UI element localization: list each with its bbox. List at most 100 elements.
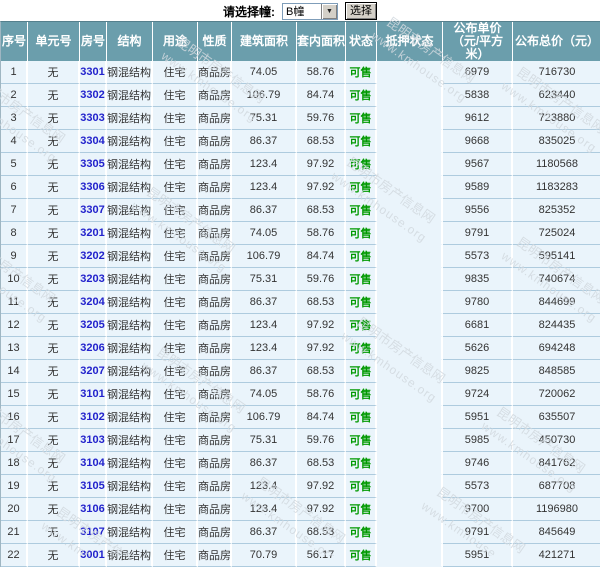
chevron-down-icon[interactable]: ▼ bbox=[321, 3, 337, 19]
total-price-cell: 687708 bbox=[513, 475, 600, 498]
select-building-button[interactable]: 选择 bbox=[345, 2, 377, 20]
room-link[interactable]: 3201 bbox=[80, 222, 107, 245]
structure-cell: 钢混结构 bbox=[107, 222, 153, 245]
header-status: 状态 bbox=[346, 22, 377, 61]
nature-cell: 商品房 bbox=[198, 222, 232, 245]
table-row: 18 无 3104 钢混结构 住宅 商品房 86.37 68.53 可售 9746 841762 bbox=[1, 452, 600, 475]
total-price-cell: 635507 bbox=[513, 406, 600, 429]
status-cell: 可售 bbox=[346, 406, 377, 429]
structure-cell: 钢混结构 bbox=[107, 84, 153, 107]
status-cell: 可售 bbox=[346, 107, 377, 130]
room-link[interactable]: 3103 bbox=[80, 429, 107, 452]
room-link[interactable]: 3106 bbox=[80, 498, 107, 521]
status-cell: 可售 bbox=[346, 61, 377, 84]
area-cell: 74.05 bbox=[232, 61, 297, 84]
table-body: 1 无 3301 钢混结构 住宅 商品房 74.05 58.76 可售 6979 716730 2 无 3… bbox=[1, 61, 600, 567]
inner-area-cell: 68.53 bbox=[297, 291, 346, 314]
room-link[interactable]: 3303 bbox=[80, 107, 107, 130]
structure-cell: 钢混结构 bbox=[107, 153, 153, 176]
unit-cell: 无 bbox=[28, 61, 80, 84]
status-cell: 可售 bbox=[346, 498, 377, 521]
table-row: 13 无 3206 钢混结构 住宅 商品房 123.4 97.92 可售 5626 694248 bbox=[1, 337, 600, 360]
room-link[interactable]: 3205 bbox=[80, 314, 107, 337]
total-price-cell: 725024 bbox=[513, 222, 600, 245]
table-row: 20 无 3106 钢混结构 住宅 商品房 123.4 97.92 可售 9700 1196980 bbox=[1, 498, 600, 521]
inner-area-cell: 84.74 bbox=[297, 406, 346, 429]
structure-cell: 钢混结构 bbox=[107, 61, 153, 84]
usage-cell: 住宅 bbox=[153, 268, 198, 291]
header-mortgage: 抵押状态 bbox=[377, 22, 443, 61]
mortgage-cell bbox=[377, 268, 443, 291]
room-link[interactable]: 3107 bbox=[80, 521, 107, 544]
mortgage-cell bbox=[377, 406, 443, 429]
room-link[interactable]: 3105 bbox=[80, 475, 107, 498]
building-select[interactable]: B幢 ▼ bbox=[282, 2, 338, 20]
nature-cell: 商品房 bbox=[198, 61, 232, 84]
unit-price-cell: 9589 bbox=[443, 176, 513, 199]
status-cell: 可售 bbox=[346, 291, 377, 314]
usage-cell: 住宅 bbox=[153, 291, 198, 314]
structure-cell: 钢混结构 bbox=[107, 176, 153, 199]
total-price-cell: 825352 bbox=[513, 199, 600, 222]
room-link[interactable]: 3202 bbox=[80, 245, 107, 268]
room-link[interactable]: 3101 bbox=[80, 383, 107, 406]
room-link[interactable]: 3302 bbox=[80, 84, 107, 107]
usage-cell: 住宅 bbox=[153, 245, 198, 268]
room-link[interactable]: 3206 bbox=[80, 337, 107, 360]
unit-price-cell: 9825 bbox=[443, 360, 513, 383]
header-seq: 序号 bbox=[1, 22, 28, 61]
room-link[interactable]: 3305 bbox=[80, 153, 107, 176]
status-cell: 可售 bbox=[346, 245, 377, 268]
nature-cell: 商品房 bbox=[198, 291, 232, 314]
header-room: 房号 bbox=[80, 22, 107, 61]
status-cell: 可售 bbox=[346, 429, 377, 452]
room-link[interactable]: 3304 bbox=[80, 130, 107, 153]
nature-cell: 商品房 bbox=[198, 360, 232, 383]
seq-cell: 18 bbox=[1, 452, 28, 475]
total-price-cell: 848585 bbox=[513, 360, 600, 383]
area-cell: 86.37 bbox=[232, 130, 297, 153]
inner-area-cell: 97.92 bbox=[297, 475, 346, 498]
seq-cell: 9 bbox=[1, 245, 28, 268]
inner-area-cell: 97.92 bbox=[297, 498, 346, 521]
status-cell: 可售 bbox=[346, 222, 377, 245]
table-row: 5 无 3305 钢混结构 住宅 商品房 123.4 97.92 可售 9567 1180568 bbox=[1, 153, 600, 176]
structure-cell: 钢混结构 bbox=[107, 107, 153, 130]
area-cell: 123.4 bbox=[232, 314, 297, 337]
structure-cell: 钢混结构 bbox=[107, 406, 153, 429]
seq-cell: 21 bbox=[1, 521, 28, 544]
unit-price-cell: 9835 bbox=[443, 268, 513, 291]
inner-area-cell: 58.76 bbox=[297, 61, 346, 84]
usage-cell: 住宅 bbox=[153, 360, 198, 383]
seq-cell: 10 bbox=[1, 268, 28, 291]
usage-cell: 住宅 bbox=[153, 61, 198, 84]
mortgage-cell bbox=[377, 153, 443, 176]
usage-cell: 住宅 bbox=[153, 84, 198, 107]
table-row: 16 无 3102 钢混结构 住宅 商品房 106.79 84.74 可售 5951 635507 bbox=[1, 406, 600, 429]
room-link[interactable]: 3102 bbox=[80, 406, 107, 429]
room-link[interactable]: 3306 bbox=[80, 176, 107, 199]
inner-area-cell: 68.53 bbox=[297, 130, 346, 153]
seq-cell: 8 bbox=[1, 222, 28, 245]
nature-cell: 商品房 bbox=[198, 314, 232, 337]
room-link[interactable]: 3203 bbox=[80, 268, 107, 291]
header-inner-area: 套内面积 bbox=[297, 22, 346, 61]
area-cell: 75.31 bbox=[232, 107, 297, 130]
mortgage-cell bbox=[377, 452, 443, 475]
room-link[interactable]: 3207 bbox=[80, 360, 107, 383]
room-link[interactable]: 3104 bbox=[80, 452, 107, 475]
room-link[interactable]: 3204 bbox=[80, 291, 107, 314]
table-row: 15 无 3101 钢混结构 住宅 商品房 74.05 58.76 可售 9724 720062 bbox=[1, 383, 600, 406]
structure-cell: 钢混结构 bbox=[107, 429, 153, 452]
seq-cell: 2 bbox=[1, 84, 28, 107]
room-link[interactable]: 3301 bbox=[80, 61, 107, 84]
unit-price-cell: 9612 bbox=[443, 107, 513, 130]
room-link[interactable]: 3307 bbox=[80, 199, 107, 222]
total-price-cell: 845649 bbox=[513, 521, 600, 544]
mortgage-cell bbox=[377, 383, 443, 406]
mortgage-cell bbox=[377, 475, 443, 498]
total-price-cell: 450730 bbox=[513, 429, 600, 452]
header-nature: 性质 bbox=[198, 22, 232, 61]
usage-cell: 住宅 bbox=[153, 107, 198, 130]
usage-cell: 住宅 bbox=[153, 199, 198, 222]
